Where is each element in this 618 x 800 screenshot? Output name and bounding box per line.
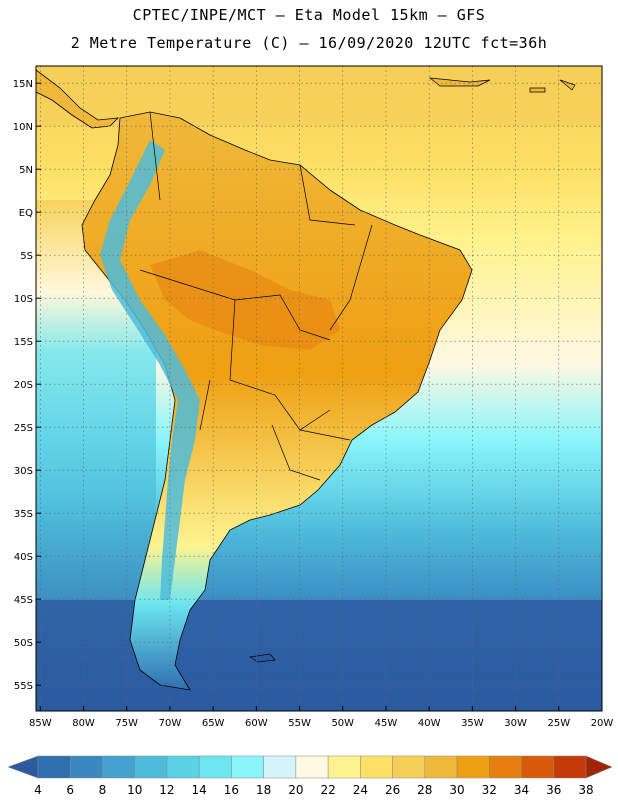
- colorbar-swatch: [69, 755, 103, 779]
- colorbar-label: 14: [192, 783, 207, 797]
- colorbar-min-arrow: [7, 755, 39, 779]
- colorbar-label: 24: [353, 783, 368, 797]
- lon-tick-label: 70W: [159, 718, 182, 729]
- colorbar: 4 6 8 10 12 14 16 18 20 22 24 26 28 30 32 34 36 38: [7, 755, 613, 797]
- chart-title: CPTEC/INPE/MCT – Eta Model 15km – GFS: [132, 6, 486, 24]
- colorbar-label: 8: [99, 783, 107, 797]
- map-plot-area: [36, 66, 602, 711]
- country-borders: [139, 111, 373, 481]
- colorbar-swatch: [231, 755, 264, 779]
- colorbar-label: 16: [224, 783, 239, 797]
- colorbar-label: 12: [159, 783, 174, 797]
- colorbar-label: 38: [578, 783, 593, 797]
- lon-tick-label: 25W: [547, 718, 570, 729]
- longitude-axis: 85W 80W 75W 70W 65W 60W 55W 50W 45W 40W 35W 30W 25W 2…: [29, 706, 613, 729]
- colorbar-swatch: [392, 755, 426, 779]
- colorbar-swatch: [37, 755, 71, 779]
- colorbar-swatch: [489, 755, 522, 779]
- lat-tick-label: 5N: [19, 165, 33, 176]
- colorbar-label: 22: [320, 783, 335, 797]
- lat-tick-label: 20S: [14, 380, 33, 391]
- colorbar-swatch: [456, 755, 490, 779]
- lat-tick-label: 55S: [14, 681, 33, 692]
- colorbar-swatch: [134, 755, 168, 779]
- colorbar-label: 6: [66, 783, 74, 797]
- map-frame: [35, 65, 603, 712]
- colorbar-label: 36: [546, 783, 561, 797]
- lon-tick-label: 30W: [504, 718, 527, 729]
- lon-tick-label: 60W: [245, 718, 268, 729]
- colorbar-label: 26: [385, 783, 400, 797]
- colorbar-label: 30: [449, 783, 464, 797]
- lat-tick-label: 25S: [14, 423, 33, 434]
- colorbar-swatch: [166, 755, 200, 779]
- colorbar-label: 18: [256, 783, 271, 797]
- colorbar-label: 34: [514, 783, 529, 797]
- lon-tick-label: 65W: [202, 718, 225, 729]
- lat-tick-label: 50S: [14, 638, 33, 649]
- lat-tick-label: 15N: [13, 79, 33, 90]
- lat-tick-label: 40S: [14, 552, 33, 563]
- andes-cool-band: [100, 140, 200, 600]
- lon-tick-label: 85W: [29, 718, 52, 729]
- lon-tick-label: 45W: [375, 718, 398, 729]
- colorbar-label: 4: [34, 783, 42, 797]
- colorbar-label: 32: [482, 783, 497, 797]
- lat-tick-label: EQ: [19, 208, 33, 219]
- southern-ocean-field: [36, 600, 602, 711]
- lon-tick-label: 75W: [115, 718, 138, 729]
- colorbar-swatch: [360, 755, 393, 779]
- colorbar-swatch: [198, 755, 232, 779]
- lat-tick-label: 5S: [20, 251, 33, 262]
- colorbar-label: 28: [417, 783, 432, 797]
- colorbar-swatch: [263, 755, 297, 779]
- lat-tick-label: 10S: [14, 294, 33, 305]
- colorbar-swatch: [295, 755, 329, 779]
- lon-tick-label: 35W: [461, 718, 484, 729]
- colorbar-swatch: [521, 755, 555, 779]
- colorbar-label: 10: [127, 783, 142, 797]
- colorbar-max-arrow: [585, 755, 613, 779]
- lat-tick-label: 30S: [14, 466, 33, 477]
- lat-tick-label: 45S: [14, 595, 33, 606]
- lat-tick-label: 35S: [14, 509, 33, 520]
- colorbar-label: 20: [288, 783, 303, 797]
- lon-tick-label: 80W: [72, 718, 95, 729]
- colorbar-swatch: [424, 755, 458, 779]
- latitude-axis: 15N 10N 5N EQ 5S 10S 15S 20S 25S 30S 35S 40S 45S 50S 5…: [13, 79, 41, 692]
- chart-subtitle: 2 Metre Temperature (C) – 16/09/2020 12U…: [70, 34, 548, 52]
- lat-tick-label: 10N: [13, 122, 33, 133]
- caribbean-field: [36, 66, 602, 126]
- lon-tick-label: 20W: [591, 718, 614, 729]
- lon-tick-label: 50W: [331, 718, 354, 729]
- colorbar-swatch: [553, 755, 587, 779]
- colorbar-swatch: [327, 755, 361, 779]
- lon-tick-label: 55W: [288, 718, 311, 729]
- central-america-landmass: [36, 69, 120, 129]
- caribbean-islands: [428, 77, 576, 93]
- hot-interior: [150, 250, 340, 350]
- lon-tick-label: 40W: [418, 718, 441, 729]
- colorbar-swatch: [102, 755, 135, 779]
- lat-tick-label: 15S: [14, 337, 33, 348]
